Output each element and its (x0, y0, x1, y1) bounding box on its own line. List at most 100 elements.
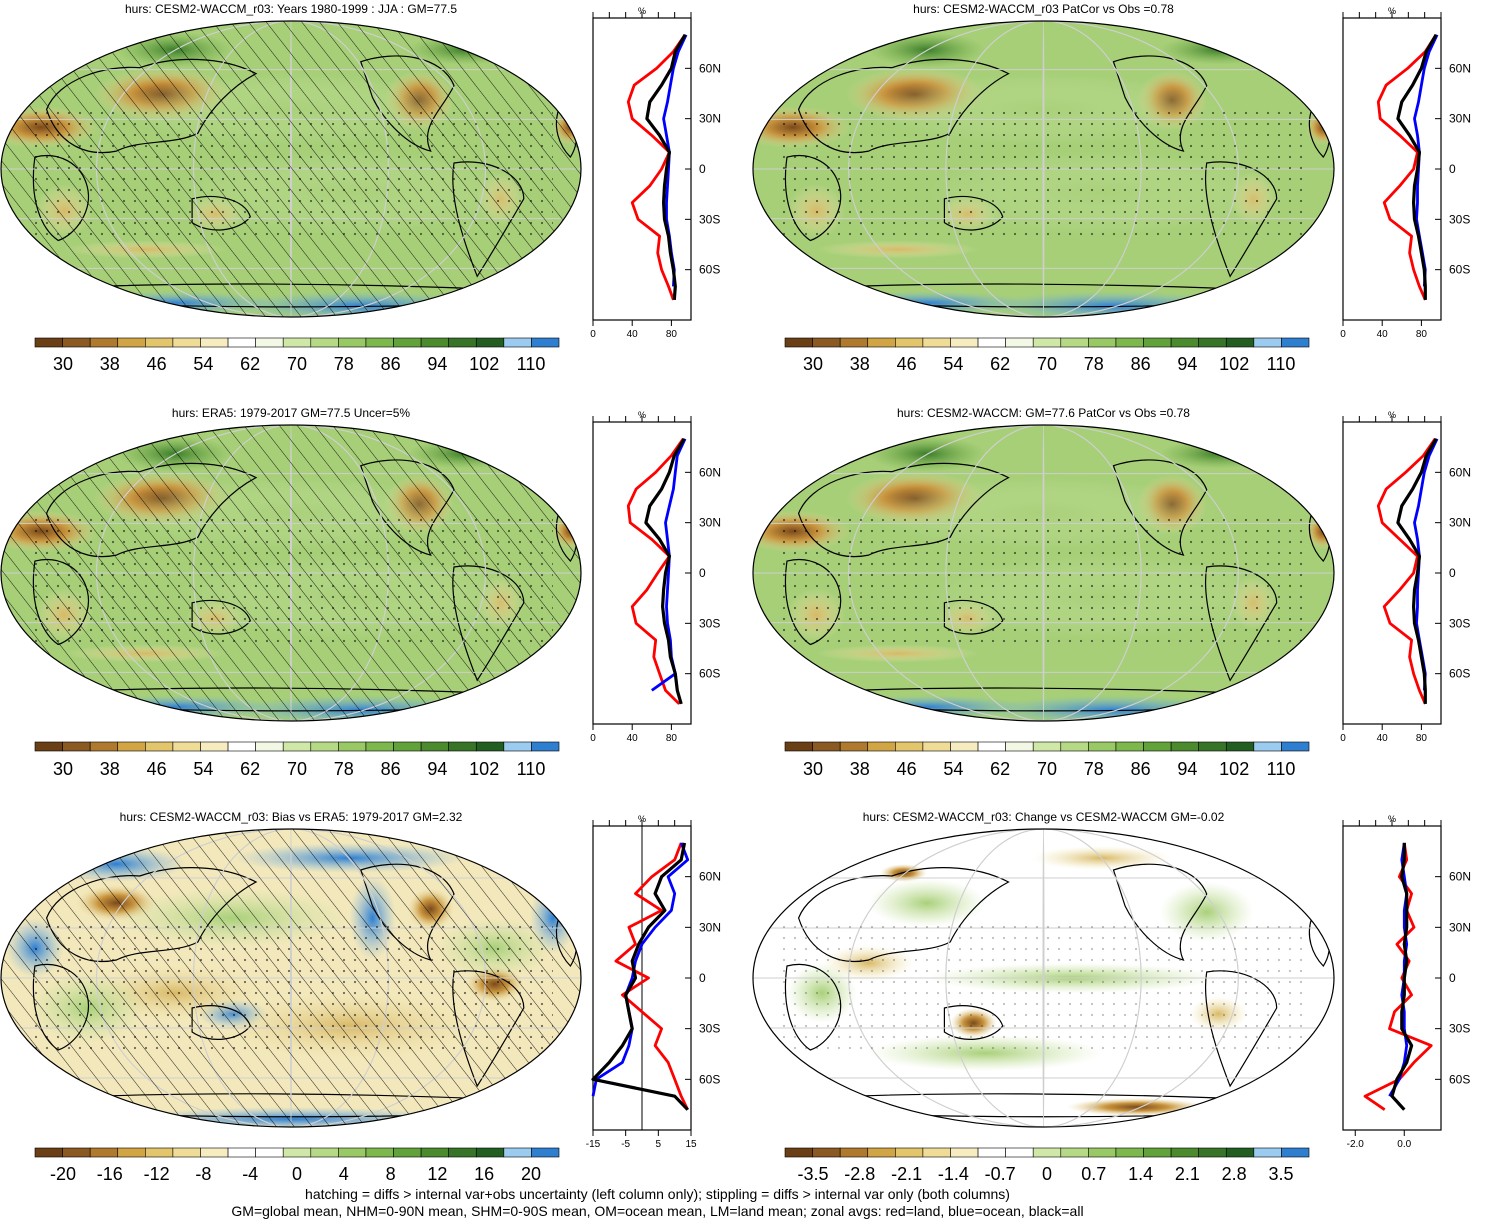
colorbar-tick-label: 20 (521, 1164, 541, 1184)
colorbar-tick-label: 94 (1177, 759, 1197, 779)
colorbar-tick-label: 0.7 (1081, 1164, 1106, 1184)
colorbar-tick-label: 86 (381, 354, 401, 374)
colorbar-tick-label: -4 (242, 1164, 258, 1184)
profile-y-tick-label: 60N (1449, 465, 1471, 479)
colorbar-swatch (393, 337, 422, 348)
colorbar-tick-label: 110 (1267, 354, 1296, 374)
colorbar-swatch (338, 337, 367, 348)
colorbar-swatch (812, 741, 841, 752)
colorbar-swatch (282, 337, 312, 348)
colorbar-swatch (812, 337, 841, 348)
stippling-overlay (29, 513, 553, 648)
colorbar-swatch (1088, 741, 1117, 752)
colorbar-swatch (1198, 1147, 1227, 1158)
colorbar-swatch (503, 337, 532, 348)
colorbar-swatch (172, 741, 201, 752)
colorbar-swatch (1115, 337, 1144, 348)
colorbar-swatch (867, 741, 896, 752)
profile-y-tick-label: 30N (699, 112, 721, 126)
colorbar-swatch (1005, 1147, 1034, 1158)
zonal-profile: % -2.0 0.0 60N 30N 0 30S 60S (1342, 814, 1471, 1150)
colorbar-swatch (1170, 741, 1199, 752)
colorbar-swatch (448, 337, 477, 348)
colorbar-tick-label: 30 (53, 759, 73, 779)
profile-y-tick-label: 30S (699, 616, 720, 630)
zonal-line-all (644, 437, 686, 705)
zonal-line-all (1396, 437, 1438, 704)
colorbar-swatch (310, 1147, 339, 1158)
colorbar-swatch (950, 1147, 979, 1158)
profile-y-tick-label: 60N (1449, 61, 1471, 75)
colorbar-swatch (89, 337, 119, 348)
colorbar-swatch (448, 1147, 477, 1158)
colorbar-swatch (895, 741, 924, 752)
map-region (868, 879, 986, 927)
profile-x-tick-label: 80 (666, 329, 678, 340)
colorbar-swatch (1060, 1147, 1089, 1158)
colorbar-swatch (1198, 337, 1227, 348)
colorbar-swatch (1060, 741, 1089, 752)
colorbar-swatch (227, 337, 256, 348)
map-region (821, 291, 1032, 316)
colorbar-swatch (895, 337, 924, 348)
colorbar-swatch (393, 1147, 422, 1158)
profile-x-tick-label: 80 (1416, 329, 1428, 340)
colorbar-tick-label: 0 (292, 1164, 302, 1184)
profile-x-tick-label: 0 (590, 733, 596, 744)
colorbar-swatch (282, 741, 312, 752)
stippling-overlay (29, 109, 553, 244)
profile-y-tick-label: 0 (699, 566, 706, 580)
profile-y-tick-label: 60N (699, 870, 721, 884)
colorbar-swatch (839, 337, 869, 348)
colorbar-tick-label: -1.4 (938, 1164, 969, 1184)
colorbar-tick-label: 62 (990, 759, 1010, 779)
colorbar-swatch (1060, 337, 1089, 348)
colorbar-swatch (1032, 741, 1062, 752)
profile-x-tick-label: 40 (627, 733, 639, 744)
colorbar-tick-label: 70 (1037, 759, 1057, 779)
profile-y-tick-label: 60S (699, 263, 720, 277)
map-region (821, 695, 1032, 720)
colorbar-tick-label: 46 (147, 354, 167, 374)
colorbar-swatch (34, 1147, 63, 1158)
colorbar-tick-label: 86 (381, 759, 401, 779)
colorbar-tick-label: 102 (469, 759, 499, 779)
colorbar-swatch (922, 337, 951, 348)
colorbar-swatch (227, 1147, 256, 1158)
profile-x-tick-label: 40 (1377, 329, 1389, 340)
colorbar-swatch (420, 741, 449, 752)
zonal-line-all (591, 842, 689, 1111)
colorbar-tick-label: 3.5 (1268, 1164, 1293, 1184)
map-panel: hurs: CESM2-WACCM_r03 PatCor vs Obs =0.7… (752, 2, 1471, 374)
colorbar-swatch (117, 337, 146, 348)
colorbar-swatch (1198, 741, 1227, 752)
colorbar-swatch (310, 337, 339, 348)
colorbar-tick-label: -2.8 (844, 1164, 875, 1184)
panel-title: hurs: CESM2-WACCM_r03: Change vs CESM2-W… (863, 810, 1225, 824)
colorbar-swatch (867, 1147, 896, 1158)
colorbar-tick-label: 30 (53, 354, 73, 374)
colorbar-swatch (338, 1147, 367, 1158)
colorbar-tick-label: -2.1 (891, 1164, 922, 1184)
colorbar-swatch (1143, 337, 1172, 348)
profile-y-tick-label: 60S (699, 1072, 720, 1086)
colorbar-tick-label: 54 (943, 759, 963, 779)
stippling-overlay (29, 918, 553, 1053)
profile-y-tick-label: 30N (699, 920, 721, 934)
colorbar-tick-label: 78 (1084, 354, 1104, 374)
map-outline (0, 20, 582, 318)
colorbar-tick-label: 70 (287, 354, 307, 374)
colorbar-swatch (1281, 1147, 1310, 1158)
colorbar-swatch (1115, 741, 1144, 752)
colorbar-tick-label: 86 (1131, 354, 1151, 374)
profile-y-tick-label: 0 (699, 162, 706, 176)
colorbar-tick-label: 30 (803, 354, 823, 374)
panel-title: hurs: CESM2-WACCM_r03: Bias vs ERA5: 197… (120, 810, 463, 824)
profile-y-tick-label: 60S (1449, 667, 1470, 681)
colorbar-swatch (839, 741, 869, 752)
colorbar-tick-label: -12 (144, 1164, 170, 1184)
profile-unit-label: % (1388, 410, 1396, 420)
zonal-line-land (1376, 34, 1438, 301)
profile-x-tick-label: 0 (1340, 329, 1346, 340)
map-region (1066, 1098, 1207, 1116)
